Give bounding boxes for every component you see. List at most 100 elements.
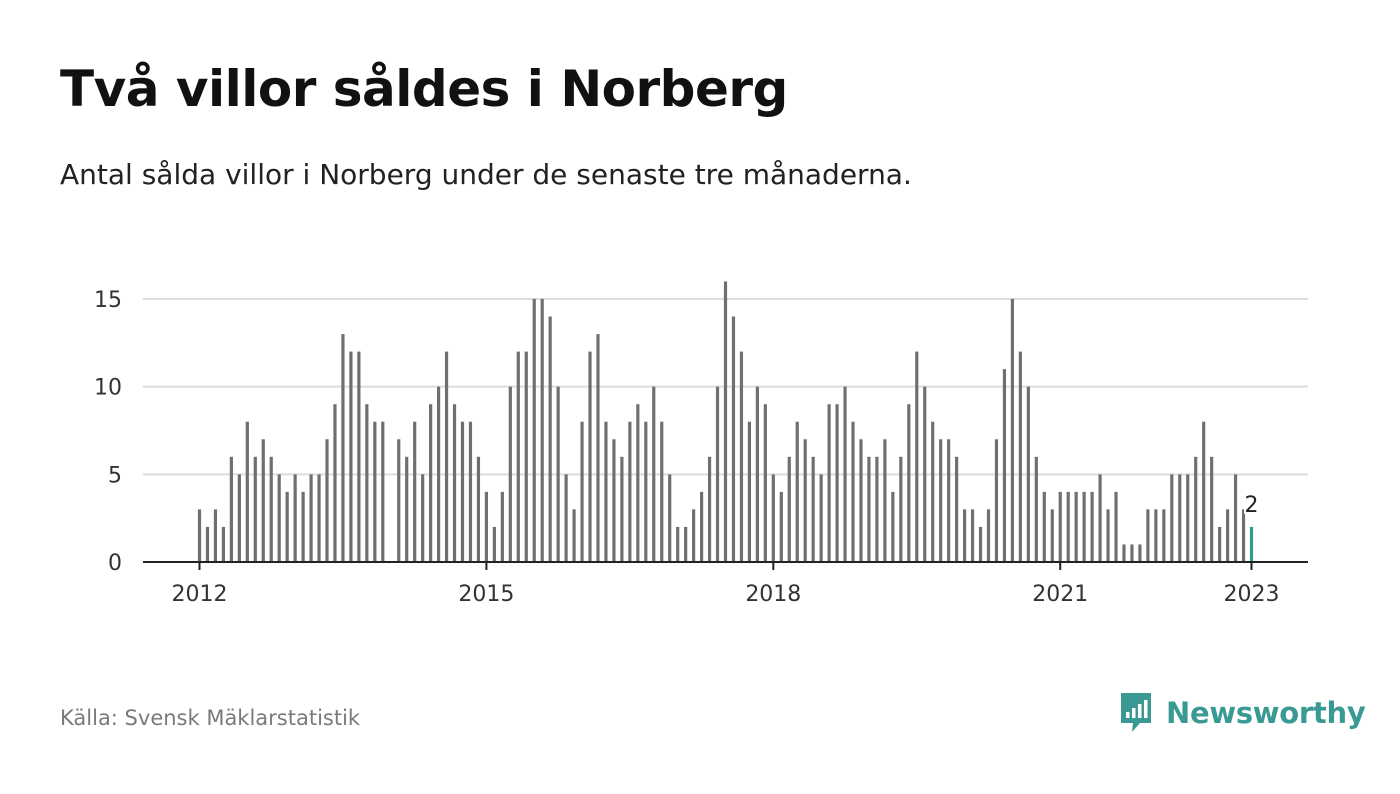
bar — [269, 456, 273, 562]
y-tick-label: 10 — [94, 376, 122, 401]
bar — [939, 439, 943, 562]
bar — [803, 439, 807, 562]
bar — [835, 404, 839, 562]
y-tick-label: 15 — [94, 288, 122, 313]
bar — [277, 474, 281, 562]
bar — [1066, 491, 1070, 562]
bar — [692, 509, 696, 562]
bar — [373, 421, 377, 562]
bar — [516, 351, 520, 562]
bar — [1210, 456, 1214, 562]
bar — [899, 456, 903, 562]
bar — [955, 456, 959, 562]
y-axis-ticks: 0 5 10 15 — [94, 288, 122, 576]
bar — [851, 421, 855, 562]
bar — [707, 456, 712, 562]
bar — [859, 439, 863, 562]
bar — [492, 526, 496, 562]
bar — [1186, 474, 1190, 562]
bar — [883, 439, 887, 562]
bar — [293, 474, 297, 562]
bar — [787, 456, 791, 562]
bar — [843, 386, 847, 562]
bar — [572, 509, 576, 562]
bar — [1162, 509, 1166, 562]
bar — [771, 474, 775, 562]
bar — [524, 351, 528, 562]
y-tick-label: 0 — [108, 551, 122, 576]
bar — [564, 474, 568, 562]
bar — [405, 456, 409, 562]
bar — [612, 439, 616, 562]
x-tick-label: 2021 — [1032, 582, 1088, 607]
bar — [436, 386, 441, 562]
brand-name: Newsworthy — [1166, 696, 1366, 730]
x-tick-label: 2015 — [458, 582, 514, 607]
bar — [604, 421, 608, 562]
x-tick-label: 2023 — [1224, 582, 1280, 607]
bar-highlight — [1249, 526, 1254, 562]
bar — [795, 421, 799, 562]
bar — [970, 509, 975, 562]
x-tick-label: 2012 — [172, 582, 228, 607]
bar — [1106, 509, 1110, 562]
bar — [986, 509, 991, 562]
bar — [915, 351, 919, 562]
bar — [947, 439, 951, 562]
bar — [484, 491, 489, 562]
bar — [421, 474, 425, 562]
bar — [325, 439, 329, 562]
bar — [381, 421, 385, 562]
bar — [1018, 351, 1022, 562]
bar — [1050, 509, 1054, 562]
bar — [1090, 491, 1094, 562]
bar — [1218, 526, 1222, 562]
bar — [349, 351, 353, 562]
bar — [532, 299, 536, 562]
bar-chart: 2012 2015 2018 2021 2023 0 5 10 15 2 — [94, 281, 1308, 607]
bar — [652, 386, 656, 562]
bar — [811, 456, 815, 562]
bar — [229, 456, 233, 562]
bar — [1122, 544, 1126, 562]
bar — [357, 351, 361, 562]
bar — [699, 491, 704, 562]
bar — [365, 404, 369, 562]
chart-bars — [197, 281, 1254, 562]
bar — [508, 386, 512, 562]
bar — [317, 474, 321, 562]
bar — [261, 439, 265, 562]
bar — [444, 351, 449, 562]
bar — [253, 456, 257, 562]
bar — [205, 526, 210, 562]
bar — [907, 404, 911, 562]
brand-logo[interactable]: Newsworthy — [1118, 690, 1366, 736]
bar — [994, 439, 999, 562]
bar — [588, 351, 592, 562]
bar — [429, 404, 433, 562]
bar — [978, 526, 983, 562]
bar — [620, 456, 624, 562]
bar — [875, 456, 879, 562]
bar — [341, 334, 345, 562]
bar — [468, 421, 473, 562]
bar — [923, 386, 927, 562]
bar — [1146, 509, 1150, 562]
bar — [596, 334, 600, 562]
bar — [715, 386, 720, 562]
bar — [1042, 491, 1046, 562]
bar — [1241, 509, 1246, 562]
bar — [197, 509, 202, 562]
x-axis-ticks: 2012 2015 2018 2021 2023 — [172, 562, 1280, 607]
bar — [213, 509, 218, 562]
bar — [684, 526, 688, 562]
bar — [500, 491, 504, 562]
bar — [476, 456, 481, 562]
y-tick-label: 5 — [108, 463, 122, 488]
bar — [1194, 456, 1198, 562]
bar — [1178, 474, 1182, 562]
bar — [1058, 491, 1062, 562]
chart-annotations: 2 — [1243, 491, 1261, 520]
bar — [763, 404, 767, 562]
newsworthy-logo-icon — [1121, 693, 1151, 732]
